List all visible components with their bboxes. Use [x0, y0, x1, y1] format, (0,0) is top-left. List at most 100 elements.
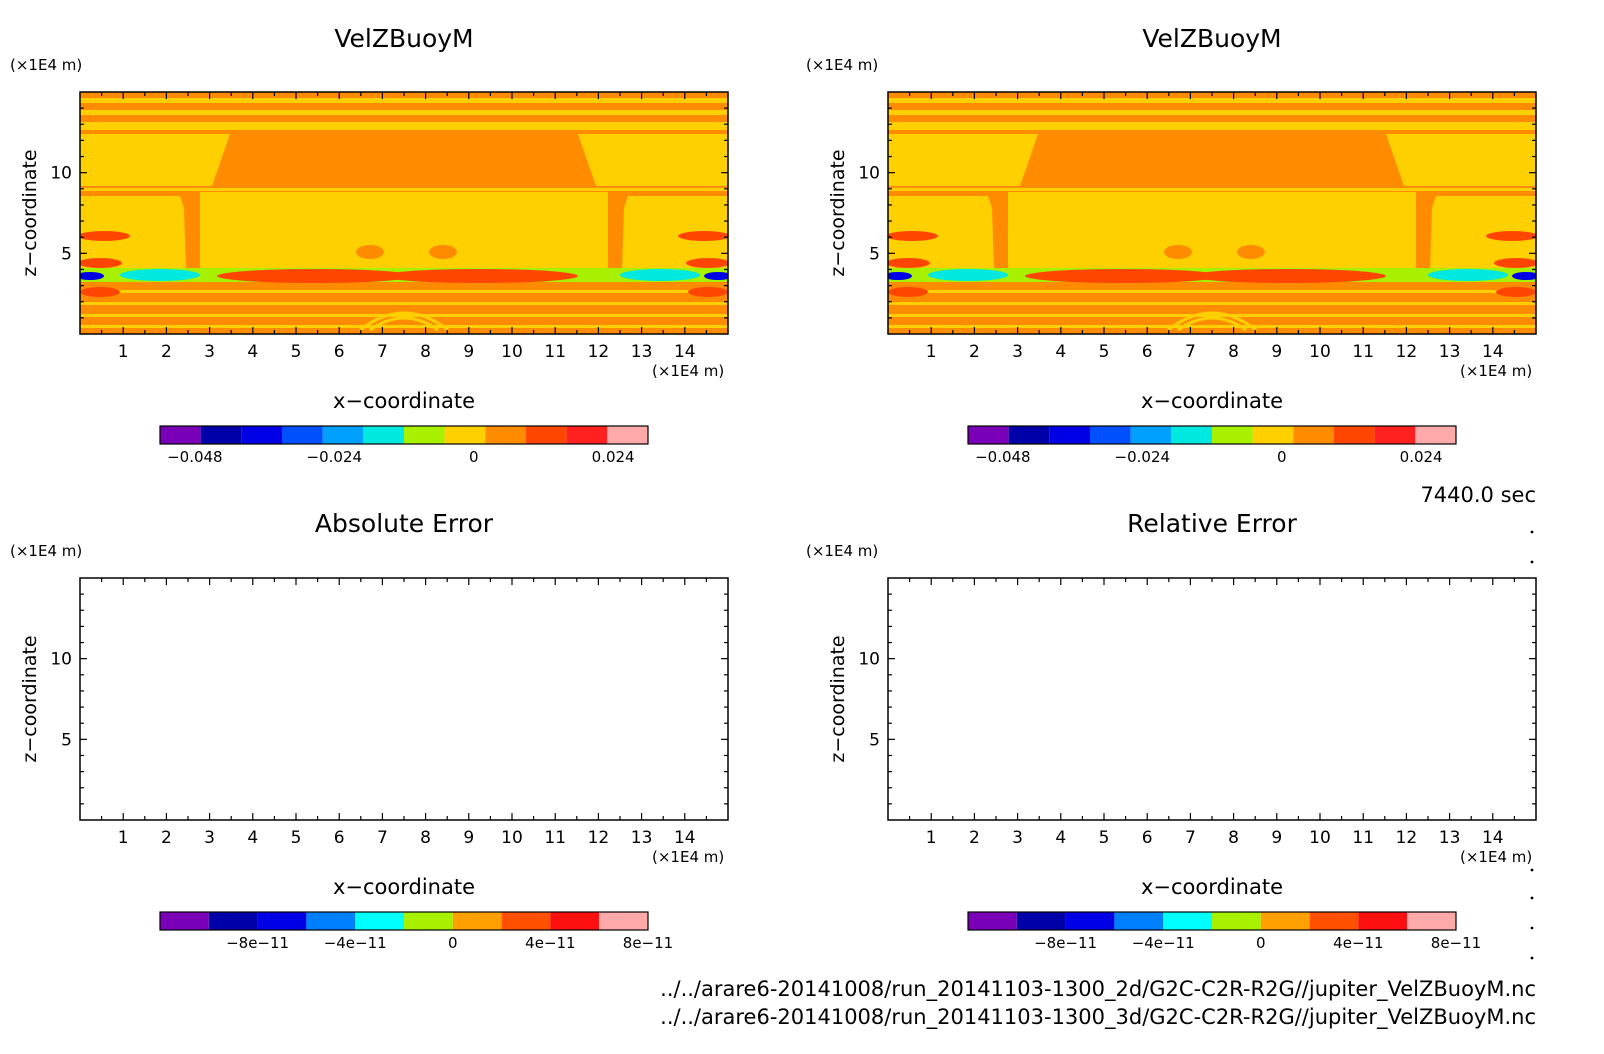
x-tick-label: 1	[926, 828, 937, 848]
file-path-2d: ../../arare6-20141008/run_20141103-1300_…	[660, 977, 1536, 1002]
y-tick-label: 10	[50, 650, 72, 670]
colorbar-swatch	[1114, 912, 1164, 930]
colorbar-swatch	[208, 912, 258, 930]
colorbar-swatch	[322, 426, 364, 444]
colorbar-swatch	[1334, 426, 1375, 444]
colorbar-swatch	[404, 912, 453, 930]
colorbar-swatch	[1309, 912, 1359, 930]
panel-top-left: VelZBuoyM (×1E4 m)	[10, 24, 729, 466]
x-tick-label: 13	[631, 342, 653, 362]
colorbar-tick-label: −0.048	[167, 448, 223, 466]
y-tick-label: 10	[858, 650, 880, 670]
x-tick-label: 10	[1309, 342, 1331, 362]
colorbar-swatch	[968, 426, 1009, 444]
colorbar-swatch	[1212, 426, 1253, 444]
colorbar-swatch	[306, 912, 356, 930]
x-tick-label: 5	[291, 342, 302, 362]
x-tick-label: 14	[1482, 342, 1504, 362]
x-tick-label: 7	[1185, 828, 1196, 848]
colorbar-tick-label: 4e−11	[525, 934, 575, 952]
x-tick-label: 5	[291, 828, 302, 848]
x-tick-label: 8	[1228, 342, 1239, 362]
x-unit-label: (×1E4 m)	[652, 362, 724, 380]
x-tick-label: 13	[631, 828, 653, 848]
colorbar-swatch	[160, 426, 201, 444]
colorbar-swatch	[355, 912, 404, 930]
colorbar-swatch	[1065, 912, 1115, 930]
colorbar-frame	[159, 425, 649, 445]
colorbar-swatch	[1171, 426, 1212, 444]
x-tick-label: 11	[1352, 342, 1374, 362]
y-unit-label: (×1E4 m)	[10, 56, 82, 74]
x-tick-label: 9	[463, 828, 474, 848]
x-tick-label: 6	[334, 342, 345, 362]
x-tick-label: 2	[969, 342, 980, 362]
colorbar-swatch	[452, 912, 502, 930]
colorbar-swatch	[257, 912, 307, 930]
x-tick-label: 8	[1228, 828, 1239, 848]
colorbar-swatch	[485, 426, 526, 444]
colorbar-swatch	[1415, 426, 1456, 444]
colorbar-tick-label: −8e−11	[1034, 934, 1097, 952]
file-path-3d: ../../arare6-20141008/run_20141103-1300_…	[660, 1005, 1536, 1030]
colorbar-frame	[967, 911, 1457, 931]
x-tick-label: 11	[544, 342, 566, 362]
plot-frame	[79, 577, 729, 821]
x-tick-label: 12	[1396, 342, 1418, 362]
colorbar-tick-label: 0	[448, 934, 458, 952]
x-tick-label: 5	[1099, 342, 1110, 362]
x-tick-label: 14	[674, 342, 696, 362]
colorbar-swatch	[1049, 426, 1090, 444]
x-tick-label: 12	[1396, 828, 1418, 848]
colorbar-swatch	[550, 912, 600, 930]
colorbar-swatch	[160, 912, 209, 930]
y-tick-label: 5	[869, 244, 880, 264]
colorbar-swatch	[1293, 426, 1334, 444]
x-tick-label: 9	[1271, 828, 1282, 848]
colorbar-swatch	[282, 426, 323, 444]
colorbar-swatch	[1358, 912, 1408, 930]
y-tick-label: 10	[50, 164, 72, 184]
x-tick-label: 3	[1012, 342, 1023, 362]
colorbar: −0.048 −0.024 0 0.024	[967, 425, 1457, 466]
x-tick-label: 4	[1055, 342, 1066, 362]
x-unit-label: (×1E4 m)	[1460, 848, 1532, 866]
x-tick-label: 3	[1012, 828, 1023, 848]
colorbar-swatch	[1212, 912, 1261, 930]
y-unit-label: (×1E4 m)	[806, 542, 878, 560]
colorbar-tick-label: 8e−11	[1431, 934, 1481, 952]
x-tick-label: 6	[1142, 342, 1153, 362]
colorbar-swatch	[1008, 426, 1050, 444]
colorbar-swatch	[1374, 426, 1416, 444]
x-tick-label: 10	[1309, 828, 1331, 848]
colorbar-swatch	[1260, 912, 1310, 930]
colorbar-swatch	[200, 426, 242, 444]
x-tick-label: 11	[1352, 828, 1374, 848]
colorbar-swatch	[968, 912, 1017, 930]
x-tick-label: 13	[1439, 342, 1461, 362]
colorbar-swatch	[526, 426, 567, 444]
colorbar-tick-label: −0.024	[1115, 448, 1171, 466]
x-tick-label: 3	[204, 342, 215, 362]
colorbar: −8e−11 −4e−11 0 4e−11 8e−11	[967, 911, 1481, 952]
x-tick-label: 12	[588, 342, 610, 362]
colorbar-swatch	[1016, 912, 1066, 930]
colorbar-tick-label: 0	[1277, 448, 1287, 466]
x-tick-label: 4	[247, 342, 258, 362]
x-tick-label: 9	[463, 342, 474, 362]
colorbar-swatch	[404, 426, 445, 444]
panel-title: VelZBuoyM	[334, 24, 473, 53]
colorbar-frame	[967, 425, 1457, 445]
colorbar-tick-label: 0	[1256, 934, 1266, 952]
time-label: 7440.0 sec	[1420, 483, 1536, 507]
x-tick-label: 7	[1185, 342, 1196, 362]
y-tick-label: 5	[61, 244, 72, 264]
x-axis-label: x−coordinate	[333, 875, 475, 899]
y-tick-label: 10	[858, 164, 880, 184]
x-tick-label: 13	[1439, 828, 1461, 848]
x-tick-label: 9	[1271, 342, 1282, 362]
colorbar-swatch	[501, 912, 551, 930]
x-axis-label: x−coordinate	[333, 389, 475, 413]
